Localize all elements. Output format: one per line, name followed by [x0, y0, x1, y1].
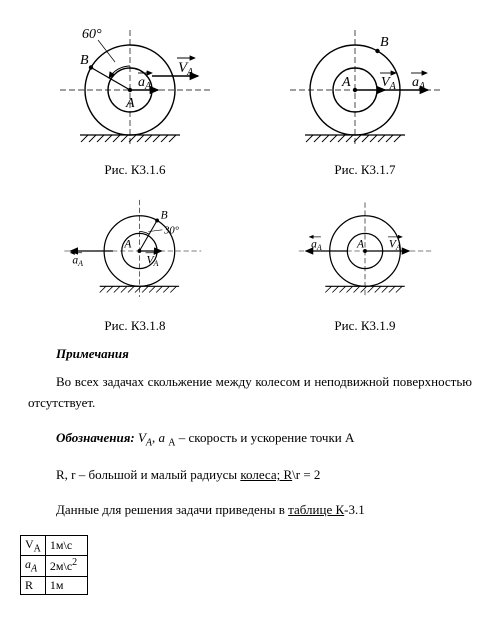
b-label-k318: B [161, 209, 168, 221]
a-center-k318: A [123, 238, 132, 250]
svg-text:aA: aA [311, 238, 322, 252]
b-label-k316: B [80, 53, 89, 68]
figures-row-1: 60° B A aA VA Рис. К3.1.6 [20, 10, 480, 178]
caption-k318: Рис. К3.1.8 [104, 318, 165, 334]
para-data: Данные для решения задачи приведены в та… [28, 500, 472, 521]
table-row: R 1м [21, 576, 88, 594]
text-block: Примечания Во всех задачах скольжение ме… [20, 346, 480, 521]
caption-k316: Рис. К3.1.6 [104, 162, 165, 178]
notation-text: – скорость и ускорение точки А [176, 430, 355, 445]
table-sym: R [21, 576, 46, 594]
figure-k316-svg: 60° B A aA VA [50, 10, 220, 160]
a-center-k317: A [341, 75, 351, 90]
figure-k319-svg: A aA VA [290, 186, 440, 316]
figure-k318: B 30° A aA VA Рис. К3.1.8 [60, 186, 210, 334]
figures-row-2: B 30° A aA VA Рис. К3.1.8 [20, 186, 480, 334]
data-table: VA 1м\с aA 2м\с2 R 1м [20, 535, 88, 595]
table-val: 1м\с [45, 535, 87, 555]
table-sym: VA [21, 535, 46, 555]
a-center-k319: A [356, 238, 365, 250]
figure-k319: A aA VA Рис. К3.1.9 [290, 186, 440, 334]
para-notation: Обозначения: VA, a A – скорость и ускоре… [28, 428, 472, 452]
caption-k317: Рис. К3.1.7 [334, 162, 395, 178]
svg-text:VA: VA [381, 75, 397, 92]
para-radii: R, r – большой и малый радиусы колеса; R… [28, 465, 472, 486]
table-val: 1м [45, 576, 87, 594]
figure-k316: 60° B A aA VA Рис. К3.1.6 [50, 10, 220, 178]
svg-text:aA: aA [72, 254, 83, 268]
table-row: VA 1м\с [21, 535, 88, 555]
figure-k317: B A VA aA Рис. К3.1.7 [280, 10, 450, 178]
table-val: 2м\с2 [45, 556, 87, 576]
svg-text:VA: VA [178, 60, 194, 78]
para-1: Во всех задачах скольжение между колесом… [28, 372, 472, 414]
figure-k318-svg: B 30° A aA VA [60, 186, 210, 316]
notation-label: Обозначения: [56, 430, 135, 445]
notes-heading: Примечания [56, 346, 472, 362]
svg-text:aA: aA [138, 75, 152, 92]
table-row: aA 2м\с2 [21, 556, 88, 576]
figure-k317-svg: B A VA aA [280, 10, 450, 160]
svg-text:aA: aA [412, 75, 426, 92]
angle-label-k318: 30° [163, 225, 180, 236]
a-center-k316: A [125, 96, 135, 111]
caption-k319: Рис. К3.1.9 [334, 318, 395, 334]
b-label-k317: B [380, 35, 389, 50]
angle-label-k316: 60° [82, 27, 102, 42]
table-sym: aA [21, 556, 46, 576]
